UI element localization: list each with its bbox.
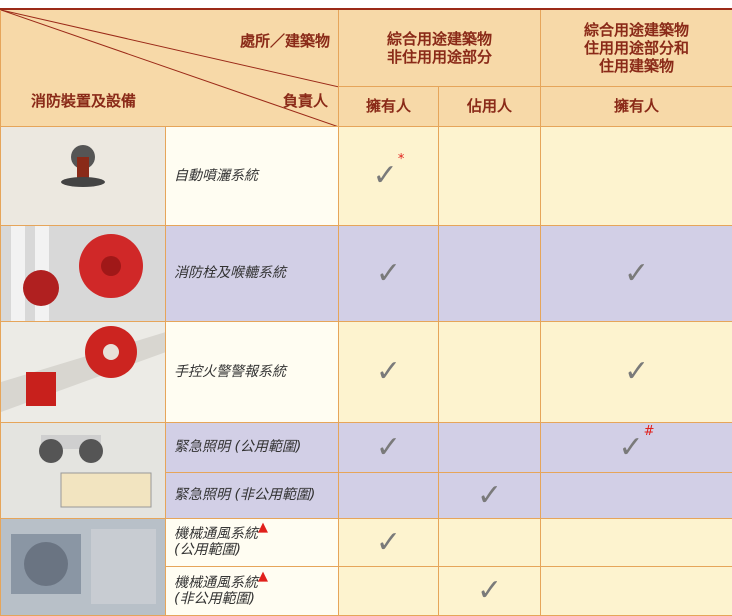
facility-line: 緊急照明 (公用範圍) [174, 439, 338, 455]
facility-name: 機械通風系統▲(非公用範圍) [166, 567, 339, 616]
text: 自動噴灑系統 [174, 168, 258, 184]
row: 手控火警警報系統 ✓ ✓ [1, 321, 732, 422]
check: ✓ [477, 573, 502, 608]
check: ✓ [624, 256, 649, 291]
facility-line: 手控火警警報系統 [174, 364, 338, 380]
owner-cell: ✓ [339, 225, 439, 321]
facility-line: (公用範圍) [174, 542, 338, 558]
note-mark: ▲ [258, 520, 268, 535]
residential_owner-cell [541, 518, 732, 567]
line: 住用建築物 [541, 57, 732, 75]
group1-header: 綜合用途建築物非住用用途部分 [339, 9, 541, 86]
owner-header: 擁有人 [339, 86, 439, 126]
check: ✓ [477, 478, 502, 513]
owner2-header: 擁有人 [541, 86, 732, 126]
text: 緊急照明 (公用範圍) [174, 439, 301, 455]
residential_owner-cell [541, 126, 732, 225]
residential_owner-cell [541, 567, 732, 616]
facility-line: 緊急照明 (非公用範圍) [174, 487, 338, 503]
group2-header: 綜合用途建築物住用用途部分和住用建築物 [541, 9, 732, 86]
occupier-header: 佔用人 [439, 86, 541, 126]
equipment-image [1, 518, 166, 615]
illustration [1, 127, 166, 225]
occupier-cell: ✓ [439, 567, 541, 616]
facility-name: 自動噴灑系統 [166, 126, 339, 225]
owner-cell: ✓ [339, 422, 439, 473]
facility-name: 消防栓及喉轆系統 [166, 225, 339, 321]
check: ✓ [376, 256, 401, 291]
equipment-image [1, 126, 166, 225]
row: 機械通風系統▲(公用範圍)✓ [1, 518, 732, 567]
text: (公用範圍) [174, 542, 241, 558]
text: 機械通風系統 [174, 575, 258, 591]
text: 消防栓及喉轆系統 [174, 265, 286, 281]
occupier-cell [439, 126, 541, 225]
facility-line: 消防栓及喉轆系統 [174, 265, 338, 281]
residential_owner-cell: ✓ [541, 225, 732, 321]
owner-cell: ✓ [339, 518, 439, 567]
location-label: 處所／建築物 [240, 32, 330, 50]
occupier-cell [439, 518, 541, 567]
facility-name: 手控火警警報系統 [166, 321, 339, 422]
facility-name: 緊急照明 (非公用範圍) [166, 473, 339, 518]
occupier-cell [439, 321, 541, 422]
row: 自動噴灑系統 ✓* [1, 126, 732, 225]
facility-line: 機械通風系統▲ [174, 575, 338, 591]
check: ✓ [373, 158, 398, 193]
owner-cell: ✓* [339, 126, 439, 225]
occupier-cell: ✓ [439, 473, 541, 518]
facility-name: 機械通風系統▲(公用範圍) [166, 518, 339, 567]
illustration [1, 226, 166, 321]
occupier-cell [439, 422, 541, 473]
equipment-image [1, 225, 166, 321]
residential_owner-cell: ✓ [541, 321, 732, 422]
check: ✓ [618, 430, 643, 465]
owner-cell [339, 473, 439, 518]
facility-name: 緊急照明 (公用範圍) [166, 422, 339, 473]
check: ✓ [624, 354, 649, 389]
owner-cell [339, 567, 439, 616]
row: 消防栓及喉轆系統 ✓ ✓ [1, 225, 732, 321]
row: 緊急照明 (公用範圍)✓✓# [1, 422, 732, 473]
fire-equipment-table: 處所／建築物 負責人 消防裝置及設備 綜合用途建築物非住用用途部分 綜合用途建築… [0, 8, 732, 616]
check: ✓ [376, 525, 401, 560]
equipment-image [1, 422, 166, 518]
facility-line: 機械通風系統▲ [174, 526, 338, 542]
illustration [1, 423, 166, 518]
text: 機械通風系統 [174, 526, 258, 542]
facility-line: (非公用範圍) [174, 591, 338, 607]
residential_owner-cell: ✓# [541, 422, 732, 473]
line: 非住用用途部分 [339, 48, 540, 66]
text: 緊急照明 (非公用範圍) [174, 487, 315, 503]
line: 住用用途部分和 [541, 39, 732, 57]
occupier-cell [439, 225, 541, 321]
person-label: 負責人 [283, 92, 328, 110]
facility-line: 自動噴灑系統 [174, 168, 338, 184]
note-mark: * [398, 152, 405, 167]
line: 綜合用途建築物 [541, 21, 732, 39]
line: 綜合用途建築物 [339, 30, 540, 48]
owner-cell: ✓ [339, 321, 439, 422]
note-mark: # [644, 424, 655, 439]
text: 手控火警警報系統 [174, 364, 286, 380]
equipment-image [1, 321, 166, 422]
check: ✓ [376, 354, 401, 389]
facility-label: 消防裝置及設備 [31, 92, 136, 110]
residential_owner-cell [541, 473, 732, 518]
note-mark: ▲ [258, 569, 268, 584]
check: ✓ [376, 430, 401, 465]
text: (非公用範圍) [174, 591, 255, 607]
corner-header: 處所／建築物 負責人 消防裝置及設備 [1, 9, 339, 126]
illustration [1, 519, 166, 615]
table-body: 自動噴灑系統✓*消防栓及喉轆系統✓✓手控火警警報系統✓✓緊急照明 (公用範圍)✓… [1, 126, 732, 615]
illustration [1, 322, 166, 422]
